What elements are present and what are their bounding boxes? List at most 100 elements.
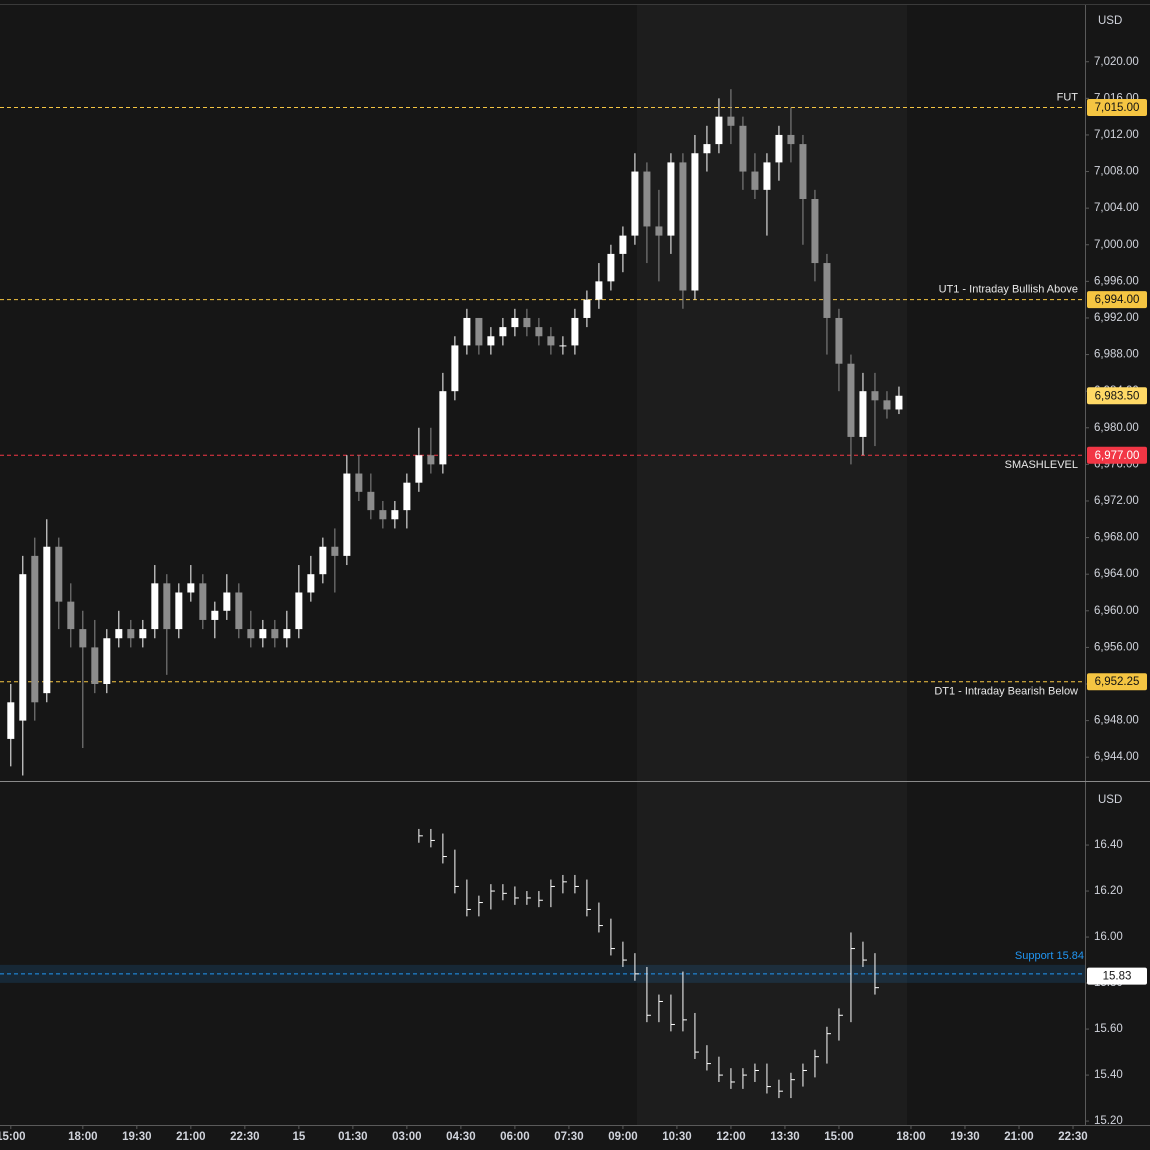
x-tick-label: 07:30 — [554, 1131, 583, 1143]
y-tick-label: 6,968.00 — [1094, 532, 1139, 544]
candle-body — [679, 162, 687, 291]
candle-body — [79, 629, 87, 648]
candle-body — [691, 153, 699, 291]
candle-body — [535, 327, 543, 337]
candle-body — [7, 702, 15, 739]
y-tick-label: 16.20 — [1094, 885, 1123, 897]
candle-body — [223, 592, 231, 611]
currency-label: USD — [1098, 794, 1122, 806]
candle-body — [847, 363, 855, 437]
candle-body — [235, 592, 243, 630]
candle-body — [367, 491, 375, 511]
x-tick-label: 04:30 — [446, 1131, 475, 1143]
candle-body — [43, 546, 51, 694]
candle-body — [523, 317, 531, 328]
candle-body — [559, 345, 567, 347]
y-tick-label: 6,944.00 — [1094, 751, 1139, 763]
candle-body — [775, 134, 783, 163]
candle-body — [655, 226, 663, 236]
x-tick-label: 18:00 — [68, 1131, 97, 1143]
level-label: SMASHLEVEL — [1005, 459, 1078, 471]
x-tick-label: 09:00 — [608, 1131, 637, 1143]
candle-body — [67, 601, 75, 630]
y-tick-label: 6,988.00 — [1094, 349, 1139, 361]
level-badge-label: 7,015.00 — [1095, 102, 1140, 114]
level-badge — [1087, 446, 1147, 464]
candle-body — [595, 281, 603, 300]
level-badge-label: 6,952.25 — [1095, 676, 1140, 688]
candle-body — [259, 629, 267, 639]
level-badge — [1087, 291, 1147, 309]
last-price-badge — [1087, 967, 1147, 985]
session-shade — [637, 5, 907, 1125]
candle-body — [115, 629, 123, 639]
x-tick-label: 19:30 — [122, 1131, 151, 1143]
x-tick-label: 15 — [292, 1131, 305, 1143]
candle-body — [439, 391, 447, 465]
candle-body — [163, 583, 171, 630]
candle-body — [355, 473, 363, 492]
y-tick-label: 7,000.00 — [1094, 239, 1139, 251]
candle-body — [403, 482, 411, 511]
x-tick-label: 10:30 — [662, 1131, 691, 1143]
y-tick-label: 15.60 — [1094, 1023, 1123, 1035]
last-price-label: 6,983.50 — [1095, 390, 1140, 402]
y-tick-label: 6,980.00 — [1094, 422, 1139, 434]
x-tick-label: 19:30 — [950, 1131, 979, 1143]
candle-body — [835, 317, 843, 364]
price-pane — [0, 89, 1085, 776]
x-tick-label: 15:00 — [824, 1131, 853, 1143]
x-tick-label: 18:00 — [896, 1131, 925, 1143]
x-tick-label: 22:30 — [230, 1131, 259, 1143]
candle-body — [643, 171, 651, 227]
candle-body — [343, 473, 351, 556]
candle-body — [55, 546, 63, 602]
candle-body — [139, 629, 147, 639]
y-tick-label: 16.00 — [1094, 931, 1123, 943]
candle-body — [187, 583, 195, 593]
candle-body — [823, 263, 831, 318]
candle-body — [91, 647, 99, 684]
x-tick-label: 06:00 — [500, 1131, 529, 1143]
x-tick-label: 03:00 — [392, 1131, 421, 1143]
last-price-label: 15.83 — [1103, 971, 1132, 983]
x-tick-label: 01:30 — [338, 1131, 367, 1143]
candle-body — [31, 555, 39, 703]
candle-body — [859, 391, 867, 437]
candle-body — [499, 327, 507, 337]
indicator-pane — [0, 828, 1085, 1099]
candle-body — [271, 629, 279, 639]
candle-body — [703, 144, 711, 154]
candle-body — [763, 162, 771, 190]
candle-body — [427, 455, 435, 465]
axes: 6,944.006,948.006,952.006,956.006,960.00… — [0, 56, 1147, 1143]
candle-body — [739, 125, 747, 172]
candle-body — [307, 574, 315, 593]
candle-body — [19, 574, 27, 721]
candle-body — [319, 546, 327, 575]
y-tick-label: 15.20 — [1094, 1115, 1123, 1127]
candle-body — [283, 629, 291, 639]
x-tick-label: 12:00 — [716, 1131, 745, 1143]
level-label: Support 15.84 — [1015, 950, 1084, 962]
x-tick-label: 13:30 — [770, 1131, 799, 1143]
candle-body — [103, 638, 111, 684]
candle-body — [211, 610, 219, 620]
x-tick-label: 21:00 — [1004, 1131, 1033, 1143]
candle-body — [883, 400, 891, 410]
candle-body — [571, 317, 579, 346]
candle-body — [811, 199, 819, 264]
candle-body — [583, 299, 591, 318]
candle-body — [715, 116, 723, 145]
y-tick-label: 6,992.00 — [1094, 312, 1139, 324]
level-badge — [1087, 673, 1147, 691]
candle-body — [799, 144, 807, 199]
x-tick-label: 15:00 — [0, 1131, 26, 1143]
level-label: DT1 - Intraday Bearish Below — [934, 686, 1078, 698]
level-badge-label: 6,994.00 — [1095, 294, 1140, 306]
level-badge — [1087, 98, 1147, 116]
x-tick-label: 22:30 — [1058, 1131, 1087, 1143]
y-tick-label: 6,960.00 — [1094, 605, 1139, 617]
